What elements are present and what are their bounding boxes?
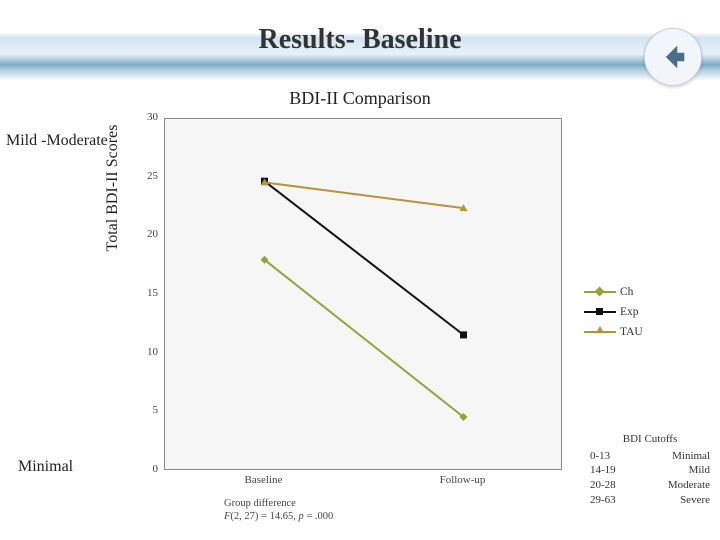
legend-label: Exp <box>620 306 639 318</box>
cutoffs-row: 29-63Severe <box>590 493 710 508</box>
cutoffs-row: 14-19Mild <box>590 463 710 478</box>
legend-item: TAU <box>584 322 674 342</box>
cutoffs-row: 20-28Moderate <box>590 478 710 493</box>
footnote-line1: Group difference <box>224 498 464 511</box>
y-tick-label: 10 <box>132 346 158 358</box>
chart-legend: Ch Exp TAU <box>584 282 674 342</box>
y-tick-label: 25 <box>132 170 158 182</box>
chart-plot: 051015202530BaselineFollow-up <box>164 118 562 470</box>
y-tick-label: 5 <box>132 404 158 416</box>
y-tick-label: 20 <box>132 228 158 240</box>
cutoffs-title: BDI Cutoffs <box>590 432 710 447</box>
legend-item: Exp <box>584 302 674 322</box>
y-axis-label: Total BDI-II Scores <box>104 0 122 378</box>
chart-footnote: Group difference F(2, 27) = 14.65, p = .… <box>224 498 464 523</box>
legend-label: Ch <box>620 286 633 298</box>
bdi-cutoffs: BDI Cutoffs 0-13Minimal14-19Mild20-28Mod… <box>590 432 710 508</box>
y-tick-label: 15 <box>132 287 158 299</box>
cutoffs-row: 0-13Minimal <box>590 449 710 464</box>
chart-plot-area <box>164 118 562 470</box>
chart-svg <box>165 119 563 471</box>
legend-label: TAU <box>620 326 643 338</box>
annotation-minimal: Minimal <box>18 458 73 476</box>
x-tick-label: Follow-up <box>423 474 503 486</box>
x-tick-label: Baseline <box>224 474 304 486</box>
slide: Results- Baseline BDI-II Comparison Mild… <box>0 0 720 540</box>
y-tick-label: 30 <box>132 111 158 123</box>
annotation-mild-moderate: Mild -Moderate <box>6 132 108 150</box>
legend-item: Ch <box>584 282 674 302</box>
y-tick-label: 0 <box>132 463 158 475</box>
footnote-stat: F(2, 27) = 14.65, p = .000 <box>224 511 464 524</box>
chart-container: 051015202530BaselineFollow-up <box>128 118 568 498</box>
